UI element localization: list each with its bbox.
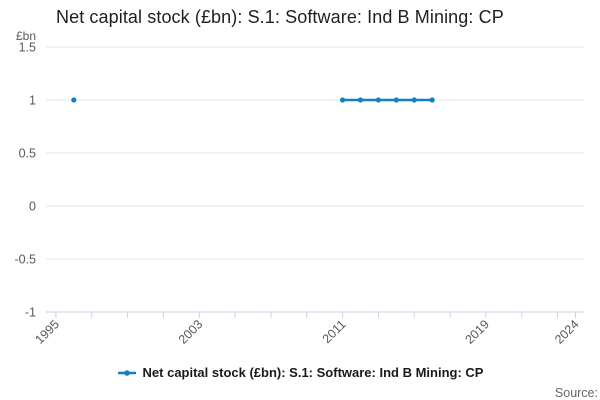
source-label: Source: bbox=[554, 386, 598, 400]
x-tick-label: 2003 bbox=[176, 317, 206, 347]
y-tick-label: 0 bbox=[29, 200, 36, 214]
legend-marker-dot bbox=[123, 369, 130, 376]
legend: Net capital stock (£bn): S.1: Software: … bbox=[0, 365, 600, 380]
y-tick-label: 1 bbox=[29, 94, 36, 108]
y-tick-label: 0.5 bbox=[19, 147, 36, 161]
data-point-marker[interactable] bbox=[429, 97, 435, 103]
y-axis-unit-label: £bn bbox=[15, 29, 36, 43]
x-tick-label: 1995 bbox=[32, 317, 62, 347]
data-point-marker[interactable] bbox=[71, 97, 77, 103]
x-tick-label: 2024 bbox=[552, 317, 582, 347]
legend-label: Net capital stock (£bn): S.1: Software: … bbox=[142, 365, 484, 380]
y-tick-label: -0.5 bbox=[14, 253, 36, 267]
y-tick-label: 1.5 bbox=[19, 41, 36, 55]
data-point-marker[interactable] bbox=[411, 97, 417, 103]
legend-marker-icon bbox=[117, 369, 136, 376]
x-tick-label: 2011 bbox=[320, 317, 349, 346]
data-point-marker[interactable] bbox=[339, 97, 346, 103]
legend-item[interactable]: Net capital stock (£bn): S.1: Software: … bbox=[117, 365, 484, 380]
data-point-marker[interactable] bbox=[375, 97, 382, 103]
x-tick-label: 2019 bbox=[462, 317, 492, 347]
data-point-marker[interactable] bbox=[393, 97, 399, 103]
y-tick-label: -1 bbox=[25, 306, 36, 320]
data-point-marker[interactable] bbox=[357, 97, 364, 103]
chart-title: Net capital stock (£bn): S.1: Software: … bbox=[56, 7, 504, 27]
